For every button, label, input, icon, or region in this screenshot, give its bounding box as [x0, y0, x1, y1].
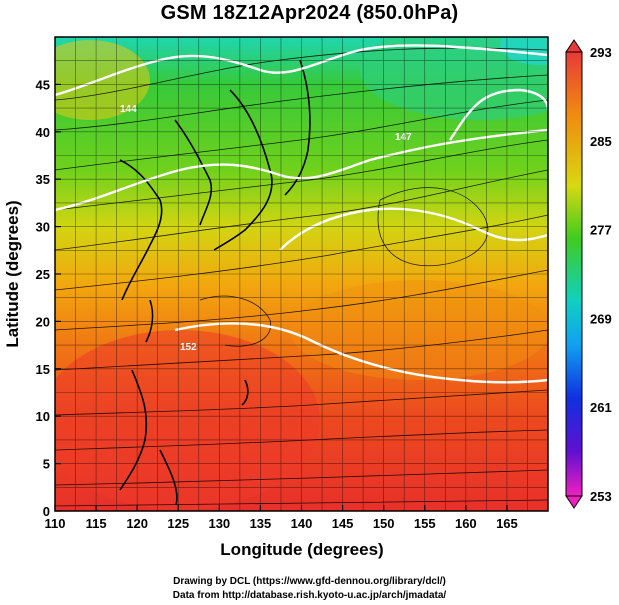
colorbar-top-arrow — [565, 39, 583, 53]
colorbar-bottom-arrow — [565, 495, 583, 509]
lat-lon-grid — [55, 37, 548, 511]
colorbar-label: 293 — [590, 45, 612, 60]
colorbar-label: 269 — [590, 311, 612, 326]
y-axis-title: Latitude (degrees) — [3, 200, 22, 347]
contour-label-152: 152 — [180, 342, 197, 353]
hot-region-sw — [55, 330, 320, 510]
warm-region-east — [290, 280, 548, 380]
x-tick-label: 115 — [86, 516, 107, 531]
x-tick-label: 150 — [373, 516, 395, 531]
colorbar-label: 277 — [590, 223, 612, 238]
y-tick-label: 35 — [36, 172, 50, 187]
x-tick-label: 130 — [208, 516, 230, 531]
height-contours — [55, 44, 548, 384]
x-tick-label: 120 — [126, 516, 148, 531]
colorbar-label: 285 — [590, 134, 612, 149]
colorbar-labels: 293 285 277 269 261 253 — [590, 45, 612, 504]
colorbar: 293 285 277 269 261 253 — [565, 39, 612, 509]
map-title: GSM 18Z12Apr2024 (850.0hPa) — [160, 2, 459, 24]
contour-label-147: 147 — [395, 132, 412, 143]
y-tick-label: 45 — [36, 77, 50, 92]
y-tick-label: 10 — [36, 409, 50, 424]
y-tick-label: 0 — [43, 504, 50, 519]
x-tick-label: 125 — [167, 516, 189, 531]
colorbar-gradient — [565, 51, 583, 497]
latitude-ticks: 0 5 10 15 20 25 30 35 40 45 — [36, 77, 61, 519]
credit-drawing: Drawing by DCL (https://www.gfd-dennou.o… — [173, 576, 446, 587]
x-tick-label: 135 — [250, 516, 272, 531]
y-tick-label: 15 — [36, 362, 50, 377]
x-tick-label: 140 — [291, 516, 313, 531]
y-tick-label: 30 — [36, 220, 50, 235]
warm-region-nw — [55, 40, 150, 120]
x-tick-label: 160 — [455, 516, 477, 531]
colorbar-label: 261 — [590, 400, 612, 415]
cold-core-region — [500, 37, 548, 65]
wind-streamlines — [55, 47, 548, 507]
cool-region — [360, 37, 548, 120]
longitude-ticks: 110 115 120 125 130 135 140 145 150 155 160 165 — [45, 505, 518, 531]
x-tick-label: 155 — [414, 516, 436, 531]
colorbar-label: 253 — [590, 489, 612, 504]
x-axis-title: Longitude (degrees) — [220, 540, 383, 559]
y-tick-label: 5 — [43, 457, 50, 472]
contour-labels: 144 152 147 — [120, 104, 412, 353]
x-tick-label: 110 — [45, 516, 66, 531]
x-tick-label: 165 — [496, 516, 518, 531]
map-plot-area: 144 152 147 — [55, 37, 548, 511]
credit-data: Data from http://database.rish.kyoto-u.a… — [172, 590, 447, 601]
y-tick-label: 20 — [36, 314, 50, 329]
x-tick-label: 145 — [332, 516, 354, 531]
y-tick-label: 25 — [36, 267, 50, 282]
y-tick-label: 40 — [36, 125, 50, 140]
contour-label-144: 144 — [120, 104, 137, 115]
coastlines — [119, 59, 311, 506]
